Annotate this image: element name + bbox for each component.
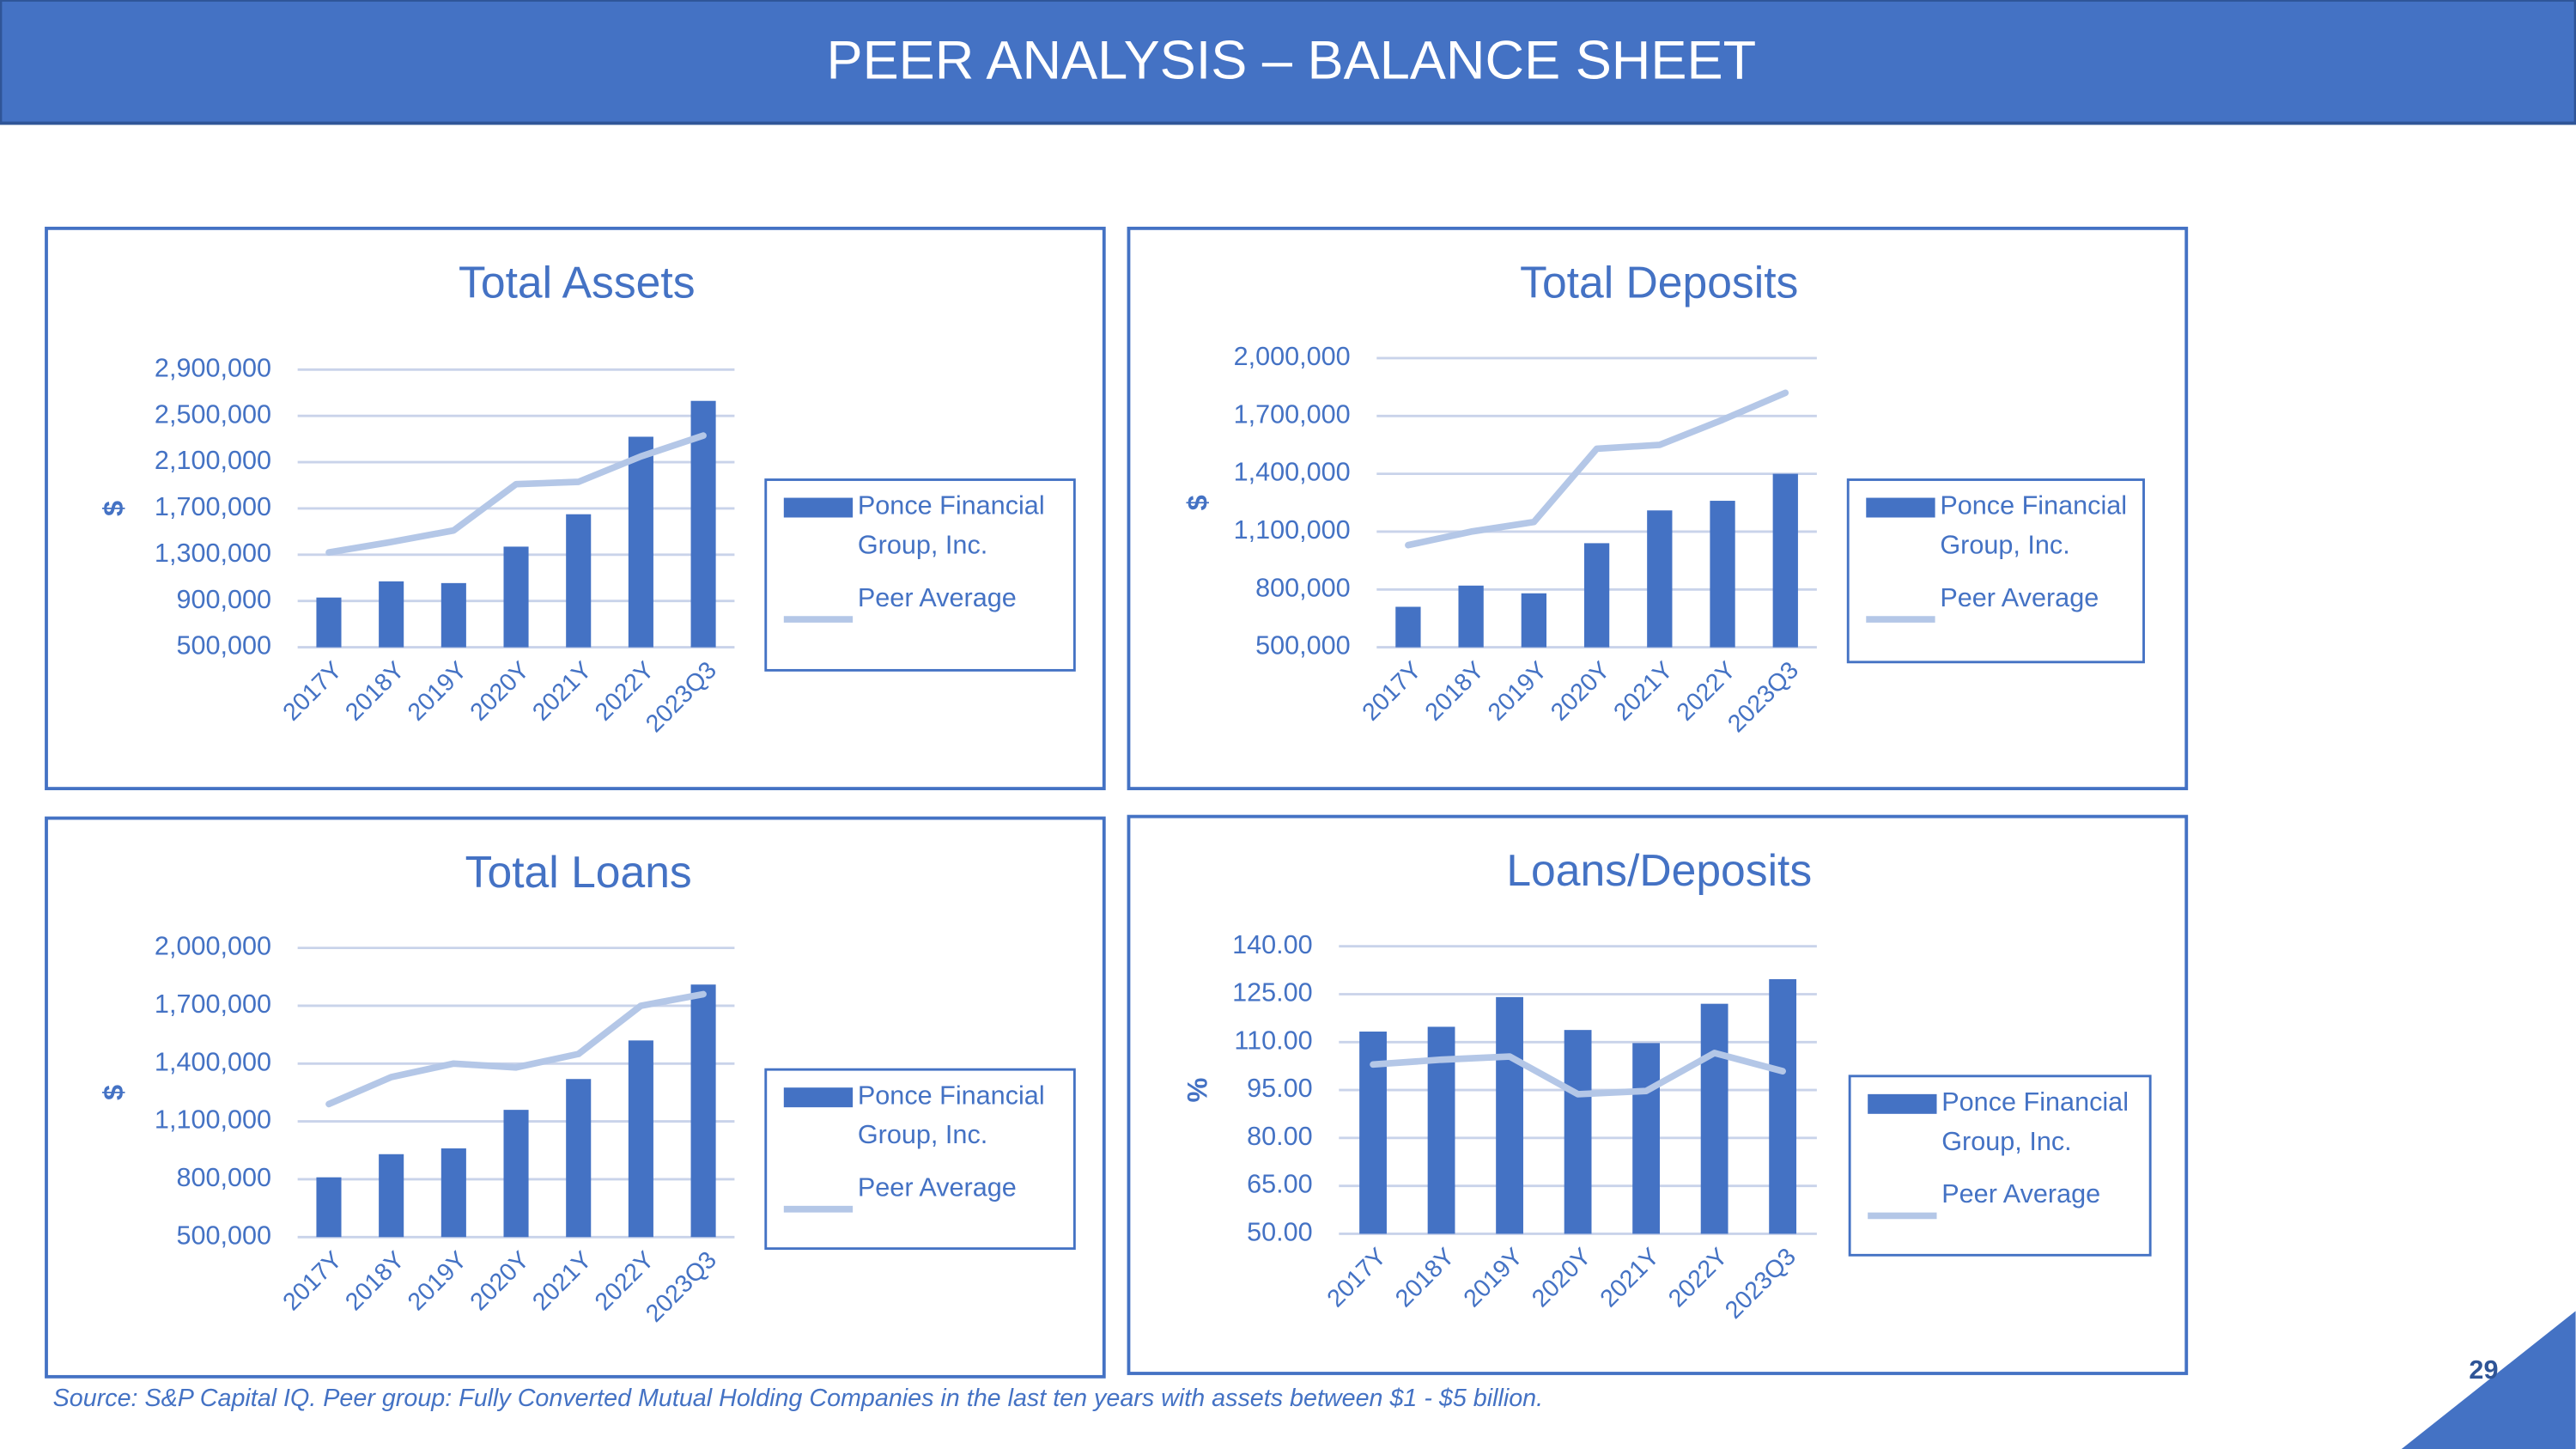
bar [1521, 593, 1547, 648]
bar [628, 1040, 653, 1238]
page-title: PEER ANALYSIS – BALANCE SHEET [827, 30, 1757, 90]
y-tick-label: 800,000 [176, 1163, 271, 1192]
legend-entry: Peer Average [1940, 584, 2099, 613]
y-tick-label: 1,700,000 [1234, 399, 1351, 429]
y-tick-label: 1,400,000 [155, 1047, 271, 1076]
legend-label: Peer Average [857, 1174, 1017, 1203]
y-tick-label: 125.00 [1232, 978, 1313, 1008]
bar [1564, 1030, 1592, 1234]
y-tick-label: 2,000,000 [1234, 342, 1351, 371]
y-tick-label: 1,100,000 [1234, 515, 1351, 545]
y-tick-label: 1,400,000 [1234, 458, 1351, 487]
y-tick-label: 500,000 [176, 631, 271, 661]
legend-label: Ponce Financial Group, Inc. [857, 492, 1045, 561]
bar [690, 400, 716, 648]
bar [1772, 473, 1798, 648]
legend-entry: Peer Average [857, 584, 1017, 613]
line-series [325, 990, 707, 1108]
bar [566, 514, 592, 648]
legend-swatch [783, 1087, 854, 1108]
bar [379, 581, 404, 648]
legend-entry: Ponce Financial Group, Inc. [1941, 1089, 2129, 1157]
source-note: Source: S&P Capital IQ. Peer group: Full… [53, 1385, 1543, 1412]
legend-entry: Peer Average [1941, 1181, 2101, 1209]
y-tick-label: 1,700,000 [155, 492, 271, 521]
y-tick-label: 110.00 [1234, 1026, 1312, 1055]
chart-title: Total Loans [465, 847, 692, 897]
legend-swatch [1866, 497, 1935, 518]
legend-label: Ponce Financial Group, Inc. [1940, 492, 2128, 561]
y-tick-label: 800,000 [1255, 573, 1351, 602]
y-tick-label: 95.00 [1247, 1074, 1313, 1103]
y-axis-label: $ [1182, 495, 1212, 510]
y-tick-label: 2,900,000 [155, 353, 271, 382]
legend-entry: Ponce Financial Group, Inc. [1940, 492, 2128, 561]
legend-swatch [1868, 1093, 1937, 1114]
y-tick-label: 65.00 [1247, 1170, 1313, 1199]
bar [440, 582, 466, 648]
chart-title: Total Deposits [1520, 257, 1798, 307]
bar [316, 597, 342, 648]
bar [690, 984, 716, 1238]
y-tick-label: 1,300,000 [155, 539, 271, 568]
chart-title: Total Assets [459, 257, 695, 307]
legend-label: Peer Average [1941, 1181, 2101, 1209]
y-tick-label: 140.00 [1232, 930, 1313, 959]
bar [1647, 510, 1673, 648]
legend-label: Peer Average [857, 584, 1017, 613]
bar [379, 1154, 404, 1238]
legend-swatch [783, 497, 854, 518]
bar [1769, 979, 1797, 1234]
line-series [325, 432, 707, 556]
page-number: 29 [2469, 1355, 2498, 1385]
legend-entry: Ponce Financial Group, Inc. [857, 1082, 1045, 1150]
bar [566, 1079, 592, 1238]
y-tick-label: 500,000 [176, 1221, 271, 1250]
bar [628, 436, 653, 648]
y-tick-label: 80.00 [1247, 1122, 1313, 1151]
bar [1496, 996, 1523, 1234]
bar [1632, 1043, 1661, 1234]
line-series [1370, 1050, 1786, 1098]
bar [1395, 606, 1421, 648]
y-tick-label: 1,100,000 [155, 1105, 271, 1135]
chart-title: Loans/Deposits [1506, 845, 1812, 895]
legend-entry: Peer Average [857, 1174, 1017, 1203]
bar [1583, 543, 1610, 648]
y-axis-label: $ [98, 501, 129, 516]
corner-triangle [2401, 1311, 2576, 1449]
legend-label: Ponce Financial Group, Inc. [857, 1082, 1045, 1150]
y-tick-label: 900,000 [176, 585, 271, 614]
y-tick-label: 500,000 [1255, 631, 1351, 661]
y-axis-label: % [1182, 1078, 1212, 1103]
legend-entry: Ponce Financial Group, Inc. [857, 492, 1045, 561]
y-tick-label: 2,000,000 [155, 932, 271, 961]
y-tick-label: 1,700,000 [155, 989, 271, 1019]
y-tick-label: 50.00 [1247, 1218, 1313, 1247]
bar [503, 1110, 529, 1238]
legend-label: Ponce Financial Group, Inc. [1941, 1089, 2129, 1157]
legend-label: Peer Average [1940, 584, 2099, 613]
y-tick-label: 2,500,000 [155, 399, 271, 429]
bar [1710, 501, 1735, 648]
bar [316, 1177, 342, 1238]
bar [440, 1148, 466, 1238]
bar [503, 546, 529, 648]
bar [1458, 585, 1484, 648]
line-series [1405, 389, 1789, 549]
y-tick-label: 2,100,000 [155, 446, 271, 475]
header-bar [0, 0, 2576, 125]
y-axis-label: $ [98, 1085, 129, 1100]
bar [1700, 1003, 1728, 1234]
